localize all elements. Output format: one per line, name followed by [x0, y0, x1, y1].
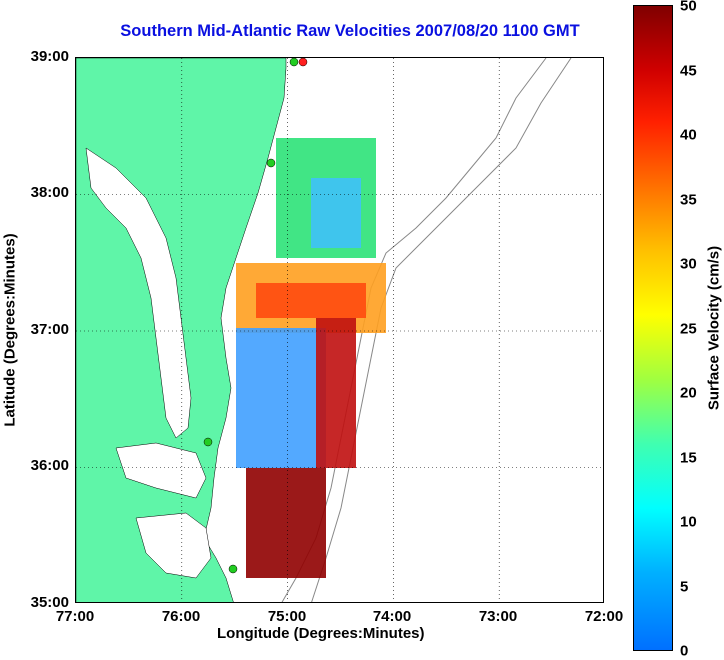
colorbar	[633, 5, 673, 651]
x-tick-label: 74:00	[372, 608, 412, 625]
velocity-field-south-blue	[236, 328, 326, 468]
velocity-field-south-red	[316, 318, 356, 468]
colorbar-tick: 30	[680, 255, 697, 273]
x-tick-label: 77:00	[55, 608, 95, 625]
site-marker	[289, 58, 299, 67]
y-tick-label: 38:00	[30, 184, 69, 201]
y-tick-label: 37:00	[30, 321, 69, 338]
colorbar-tick: 25	[680, 320, 697, 338]
x-tick-label: 76:00	[161, 608, 201, 625]
site-marker	[266, 158, 276, 168]
chesapeake-bay	[85, 147, 192, 439]
colorbar-tick: 20	[680, 384, 697, 402]
colorbar-tick: 40	[680, 126, 697, 144]
x-tick-label: 72:00	[584, 608, 624, 625]
colorbar-tick: 50	[680, 0, 697, 15]
x-axis-label: Longitude (Degrees:Minutes)	[217, 625, 425, 642]
map-title: Southern Mid-Atlantic Raw Velocities 200…	[120, 22, 580, 40]
colorbar-tick: 5	[680, 578, 689, 596]
site-marker-red	[298, 58, 308, 67]
velocity-field-shelf-red	[246, 468, 326, 578]
colorbar-label: Surface Velocity (cm/s)	[705, 245, 723, 411]
albemarle-sound	[115, 442, 207, 499]
y-tick-label: 36:00	[30, 457, 69, 474]
y-tick-label: 35:00	[30, 594, 69, 611]
y-axis-label: Latitude (Degrees:Minutes)	[1, 233, 19, 427]
bathymetry-contour-2	[311, 58, 572, 602]
y-tick-label: 39:00	[30, 48, 69, 65]
velocity-field-jet-core	[256, 283, 366, 318]
colorbar-tick: 15	[680, 449, 697, 467]
colorbar-tick: 35	[680, 191, 697, 209]
x-tick-label: 75:00	[267, 608, 307, 625]
site-marker	[228, 564, 238, 574]
grid-lines	[76, 58, 603, 602]
velocity-field-north-cyan	[311, 178, 361, 248]
map-plot-area	[75, 57, 604, 603]
colorbar-tick: 10	[680, 513, 697, 531]
site-marker	[203, 437, 213, 447]
x-tick-label: 73:00	[478, 608, 518, 625]
colorbar-tick: 45	[680, 62, 697, 80]
colorbar-tick: 0	[680, 642, 689, 660]
pamlico-sound	[135, 512, 212, 579]
